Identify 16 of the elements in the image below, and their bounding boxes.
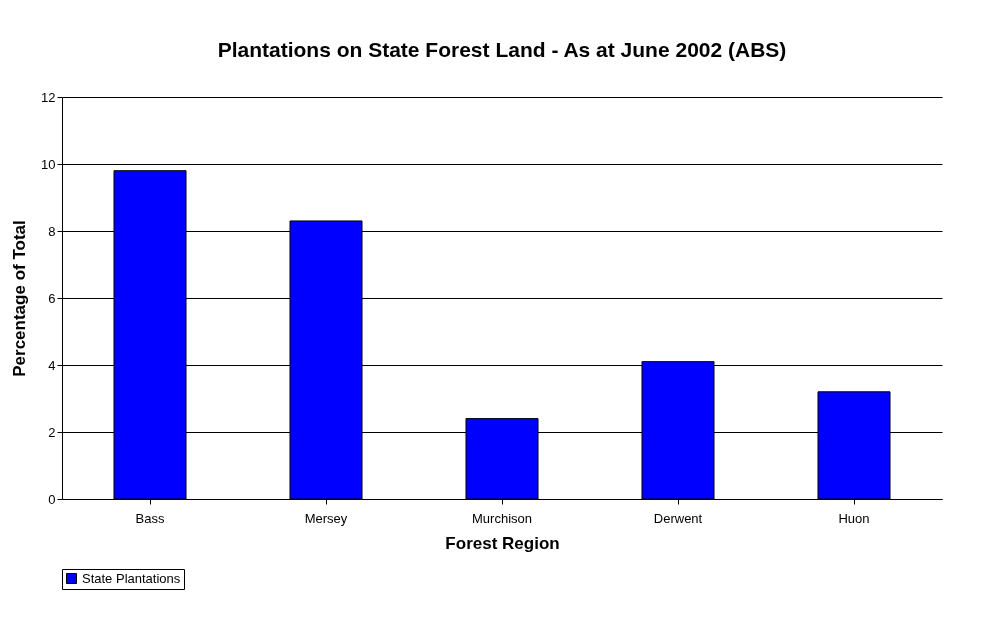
x-tick-label: Mersey (304, 510, 348, 526)
y-tick-label: 4 (48, 357, 56, 373)
y-tick-label: 2 (48, 424, 56, 440)
y-tick-label: 8 (48, 223, 56, 239)
x-tick-label: Murchison (472, 510, 532, 526)
chart-title: Plantations on State Forest Land - As at June 2002 (ABS) (217, 38, 787, 61)
legend-label: State Plantations (82, 570, 181, 586)
x-tick-label: Huon (838, 510, 870, 526)
y-tick-label: 10 (41, 156, 56, 172)
y-tick-label: 6 (48, 290, 56, 306)
x-tick-label: Bass (135, 510, 165, 526)
y-axis-title: Percentage of Total (10, 220, 30, 377)
y-tick-label: 0 (48, 491, 56, 507)
x-tick-label: Derwent (653, 510, 703, 526)
y-tick-label: 12 (41, 89, 56, 105)
x-axis-title: Forest Region (445, 533, 560, 553)
